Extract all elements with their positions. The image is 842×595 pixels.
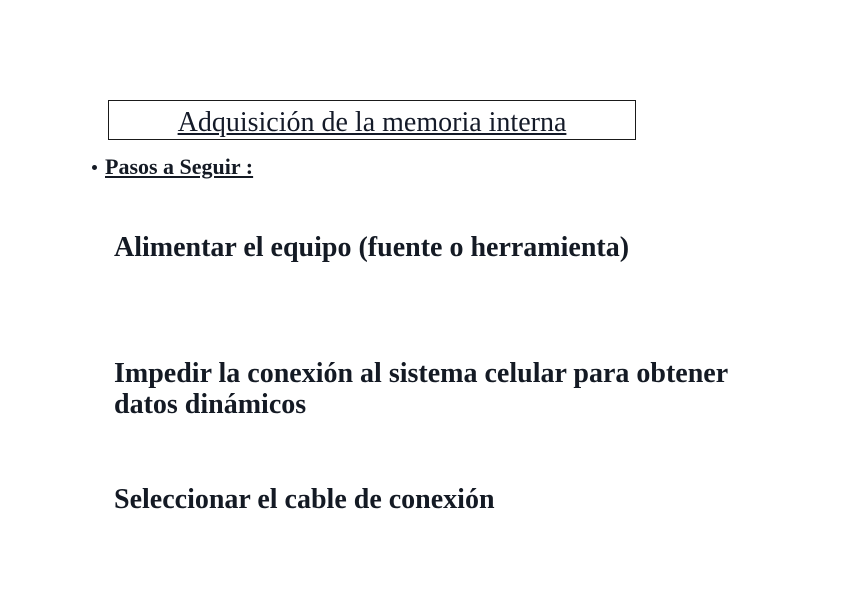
step-2: Impedir la conexión al sistema celular p… <box>114 358 734 421</box>
step-3: Seleccionar el cable de conexión <box>114 484 734 515</box>
slide-title: Adquisición de la memoria interna <box>178 109 567 137</box>
subtitle: Pasos a Seguir : <box>105 154 253 180</box>
subtitle-row: Pasos a Seguir : <box>92 154 253 180</box>
bullet-icon <box>92 165 97 170</box>
slide: Adquisición de la memoria interna Pasos … <box>0 0 842 595</box>
step-1: Alimentar el equipo (fuente o herramient… <box>114 232 734 263</box>
title-box: Adquisición de la memoria interna <box>108 100 636 140</box>
